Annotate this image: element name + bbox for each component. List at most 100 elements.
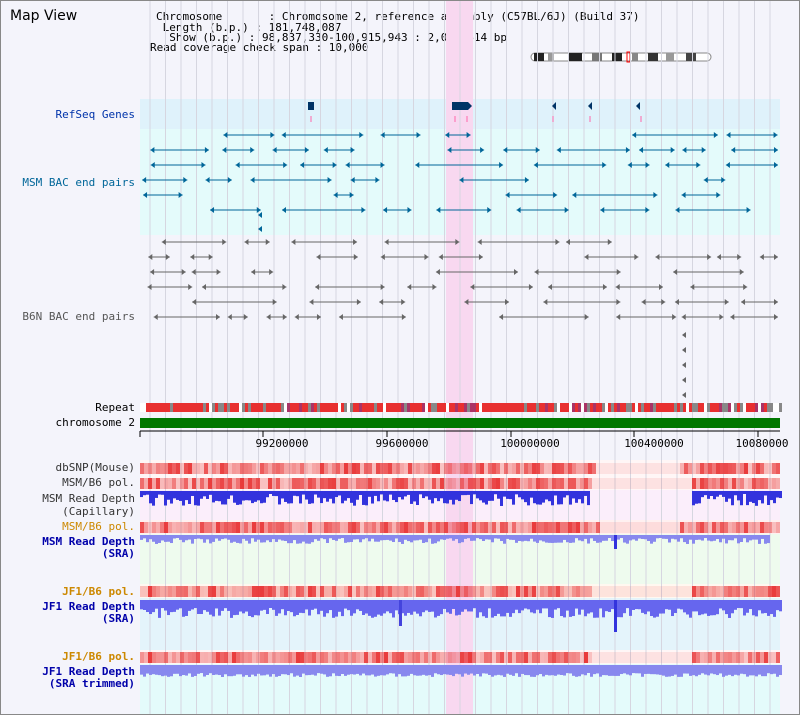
polymorphism-segment (364, 463, 368, 474)
chromosome-bar[interactable] (140, 418, 780, 428)
depth-bar (461, 535, 464, 543)
depth-bar (485, 491, 488, 505)
depth-bar (245, 491, 248, 501)
msm-bac-pair-end (327, 177, 332, 183)
polymorphism-segment (328, 652, 332, 663)
depth-bar (242, 600, 245, 614)
polymorphism-segment (720, 586, 724, 597)
depth-bar (230, 535, 233, 543)
depth-bar (641, 535, 644, 539)
msm-bac-pair-end (600, 207, 605, 213)
polymorphism-segment (660, 652, 664, 663)
depth-bar (464, 535, 467, 539)
track-label-msm-bac[interactable]: MSM BAC end pairs (22, 176, 135, 189)
track-label-b6n-bac[interactable]: B6N BAC end pairs (22, 310, 135, 323)
polymorphism-segment (492, 522, 496, 533)
b6n-bac-pair-end (739, 269, 744, 275)
depth-bar (566, 665, 569, 674)
polymorphism-segment (696, 463, 700, 474)
repeat-segment (737, 403, 740, 412)
read-depth-tracks[interactable] (140, 491, 782, 677)
depth-bar (617, 665, 620, 676)
depth-bar (713, 491, 716, 500)
polymorphism-segment (172, 478, 176, 489)
depth-bar (419, 535, 422, 540)
polymorphism-segment (380, 586, 384, 597)
depth-bar (149, 600, 152, 615)
depth-bar (608, 600, 611, 612)
depth-bar (224, 535, 227, 539)
depth-bar (701, 600, 704, 615)
polymorphism-segment (728, 522, 732, 533)
polymorphism-segment (520, 652, 524, 663)
depth-bar (506, 535, 509, 539)
msm-bac-pair-end (349, 192, 354, 198)
polymorphism-segment (480, 652, 484, 663)
b6n-bac-track[interactable] (147, 239, 778, 398)
depth-bar (779, 665, 782, 676)
depth-bar (590, 600, 593, 613)
polymorphism-segment (532, 478, 536, 489)
polymorphism-segment (384, 652, 388, 663)
polymorphism-segment (248, 522, 252, 533)
polymorphism-segment (488, 478, 492, 489)
b6n-bac-pair-end (607, 239, 612, 245)
repeat-segment (449, 403, 452, 412)
polymorphism-segment (716, 463, 720, 474)
polymorphism-segment (272, 463, 276, 474)
polymorphism-segment (560, 478, 564, 489)
repeat-segment (347, 403, 350, 412)
refseq-gene-track[interactable] (308, 102, 642, 122)
polymorphism-segment (648, 652, 652, 663)
polymorphism-segment (276, 652, 280, 663)
depth-bar (593, 535, 596, 541)
depth-bar (698, 665, 701, 675)
depth-bar (209, 665, 212, 674)
depth-bar (716, 665, 719, 676)
depth-bar (557, 491, 560, 505)
track-label-msm-b6-pol-2: MSM/B6 pol. (62, 520, 135, 533)
depth-bar (227, 491, 230, 499)
depth-bar (488, 665, 491, 675)
repeat-segment (656, 403, 659, 412)
polymorphism-segment (140, 586, 144, 597)
depth-bar (464, 600, 467, 610)
polymorphism-segment (680, 478, 684, 489)
polymorphism-tracks[interactable] (140, 463, 780, 663)
msm-bac-pair-end (304, 147, 309, 153)
track-label-msm-depth-sra-sub: (SRA) (101, 547, 135, 560)
polymorphism-segment (204, 652, 208, 663)
track-label-refseq[interactable]: RefSeq Genes (55, 108, 135, 121)
depth-bar (527, 491, 530, 506)
depth-bar (722, 491, 725, 497)
depth-bar (245, 535, 248, 541)
depth-bar (506, 665, 509, 674)
repeat-segment (698, 403, 701, 412)
chromosome-ideogram[interactable] (530, 51, 712, 63)
repeat-segment (635, 403, 638, 412)
msm-bac-track[interactable] (142, 132, 778, 232)
repeat-track[interactable] (140, 403, 782, 412)
polymorphism-segment (704, 478, 708, 489)
polymorphism-segment (576, 478, 580, 489)
depth-bar (554, 535, 557, 543)
polymorphism-segment (336, 652, 340, 663)
repeat-segment (506, 403, 509, 412)
polymorphism-segment (308, 652, 312, 663)
depth-bar (272, 600, 275, 610)
depth-bar (191, 665, 194, 677)
msm-bac-pair-end (332, 162, 337, 168)
repeat-segment (173, 403, 176, 412)
polymorphism-segment (772, 652, 776, 663)
depth-bar (290, 535, 293, 544)
depth-bar (218, 665, 221, 676)
polymorphism-segment (736, 652, 740, 663)
polymorphism-segment (320, 463, 324, 474)
polymorphism-segment (356, 478, 360, 489)
msm-bac-pair-end (350, 147, 355, 153)
depth-bar (353, 665, 356, 675)
b6n-bac-pair-end (432, 284, 437, 290)
depth-bar (584, 491, 587, 496)
polymorphism-segment (292, 586, 296, 597)
